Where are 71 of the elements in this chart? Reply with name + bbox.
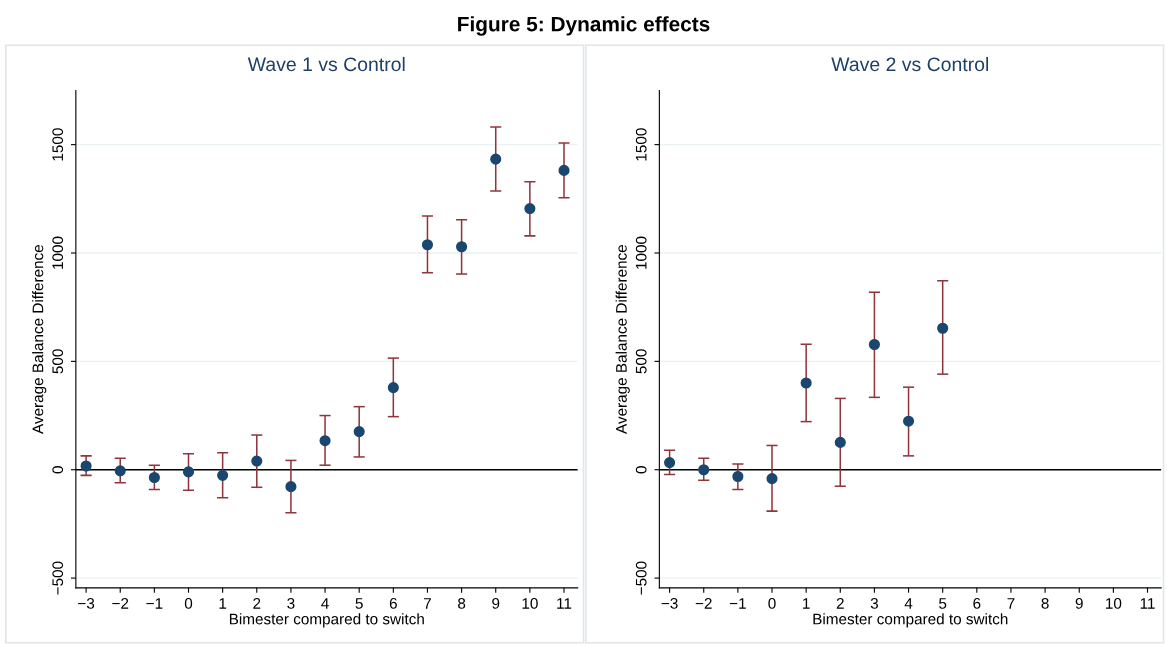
y-tick-label: 1500	[52, 128, 64, 161]
x-tick-label: 10	[522, 597, 538, 609]
x-tick-label: 9	[492, 597, 500, 609]
y-tick-label: −500	[52, 561, 64, 595]
x-tick-label: 6	[389, 597, 397, 609]
x-tick-label: 4	[321, 598, 329, 609]
x-axis-title: Bimester compared to switch	[229, 613, 424, 628]
point	[937, 322, 949, 334]
y-tick-label: 0	[52, 466, 64, 474]
point	[353, 426, 365, 438]
point	[80, 460, 92, 472]
y-tick-label: −500	[635, 561, 647, 595]
x-tick-label: 0	[768, 597, 776, 609]
x-tick-label: 2	[253, 597, 261, 609]
y-tick-label: 1000	[635, 236, 647, 269]
x-tick-label: 8	[1041, 597, 1049, 609]
point	[800, 377, 812, 389]
point	[217, 469, 229, 481]
x-tick-label: −1	[146, 598, 163, 609]
x-tick-label: 5	[355, 598, 363, 609]
point	[182, 466, 195, 478]
x-tick-label: 1	[219, 598, 227, 609]
x-tick-label: 0	[184, 597, 193, 609]
point	[766, 473, 778, 485]
y-tick-label: 1000	[52, 236, 64, 269]
point	[319, 435, 331, 447]
x-tick-label: 1	[803, 598, 810, 609]
x-axis-title: Bimester compared to switch	[813, 613, 1008, 628]
point	[421, 239, 434, 251]
chart-title: Wave 2 vs Control	[831, 56, 989, 72]
x-tick-label: 7	[424, 598, 431, 609]
caption: Figure 5: Dynamic effects	[458, 16, 710, 36]
x-tick-label: 11	[557, 598, 572, 609]
y-tick-label: 500	[52, 349, 64, 374]
x-tick-label: 4	[904, 598, 913, 609]
x-tick-label: 9	[1075, 597, 1083, 609]
x-tick-label: 3	[287, 597, 295, 609]
point	[148, 471, 160, 484]
x-tick-label: −2	[112, 597, 129, 609]
point	[387, 382, 399, 394]
x-tick-label: 5	[939, 598, 947, 609]
x-tick-label: 10	[1106, 597, 1122, 609]
x-tick-label: 3	[870, 597, 878, 609]
x-tick-label: 11	[1140, 598, 1155, 609]
point	[732, 470, 744, 483]
x-tick-label: 8	[458, 597, 466, 609]
x-tick-label: 6	[973, 597, 981, 609]
point	[868, 338, 880, 351]
chart-title: Wave 1 vs Control	[247, 56, 405, 72]
point	[902, 415, 915, 427]
x-tick-label: 7	[1007, 598, 1015, 609]
point	[114, 465, 126, 477]
y-tick-label: 0	[635, 466, 647, 474]
y-axis-title: Average Balance Difference	[615, 244, 630, 434]
point	[490, 153, 502, 165]
x-tick-label: −1	[729, 598, 746, 609]
point	[251, 455, 263, 467]
y-tick-label: 500	[635, 349, 647, 374]
x-tick-label: −3	[661, 597, 678, 609]
y-axis-title: Average Balance Difference	[32, 244, 47, 434]
point	[698, 464, 710, 476]
point	[834, 436, 846, 448]
point	[664, 457, 676, 469]
point	[285, 481, 297, 493]
x-tick-label: −3	[78, 597, 95, 609]
y-tick-label: 1500	[635, 128, 647, 161]
x-tick-label: −2	[695, 597, 712, 609]
point	[456, 241, 468, 253]
point	[558, 164, 570, 176]
x-tick-label: 2	[836, 597, 844, 609]
point	[524, 203, 536, 215]
